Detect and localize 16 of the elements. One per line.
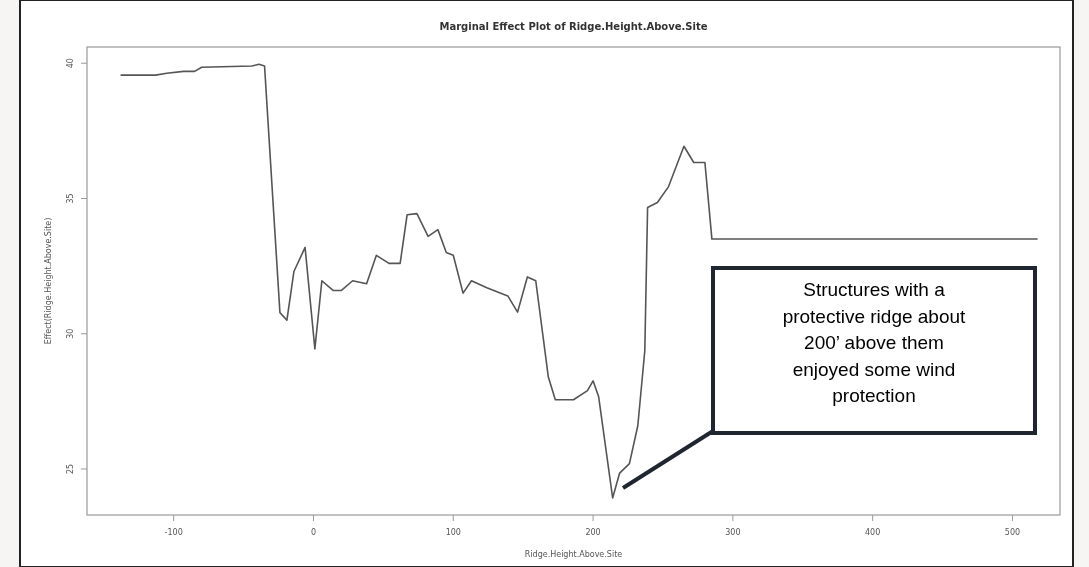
y-tick-label: 40	[66, 58, 75, 69]
y-tick-label: 25	[66, 463, 75, 475]
x-tick-label: 0	[310, 528, 317, 537]
x-tick-label: 300	[725, 528, 741, 537]
y-tick-label: 35	[66, 193, 75, 204]
x-tick-label: 500	[1004, 528, 1021, 537]
x-tick-label: -100	[164, 528, 183, 537]
x-tick-label: 200	[585, 528, 601, 537]
x-axis-title: Ridge.Height.Above.Site	[524, 550, 623, 559]
x-tick-label: 100	[445, 528, 461, 537]
annotation: Structures with a protective ridge about 200’ above them enjoyed some wind protection	[782, 279, 967, 406]
x-tick-label: 400	[865, 528, 881, 537]
y-axis-title: Effect(Ridge.Height.Above.Site)	[44, 217, 53, 345]
y-tick-label: 30	[66, 328, 75, 339]
line-series	[119, 63, 1039, 499]
chart-title: Marginal Effect Plot of Ridge.Height.Above.Site	[439, 21, 708, 32]
